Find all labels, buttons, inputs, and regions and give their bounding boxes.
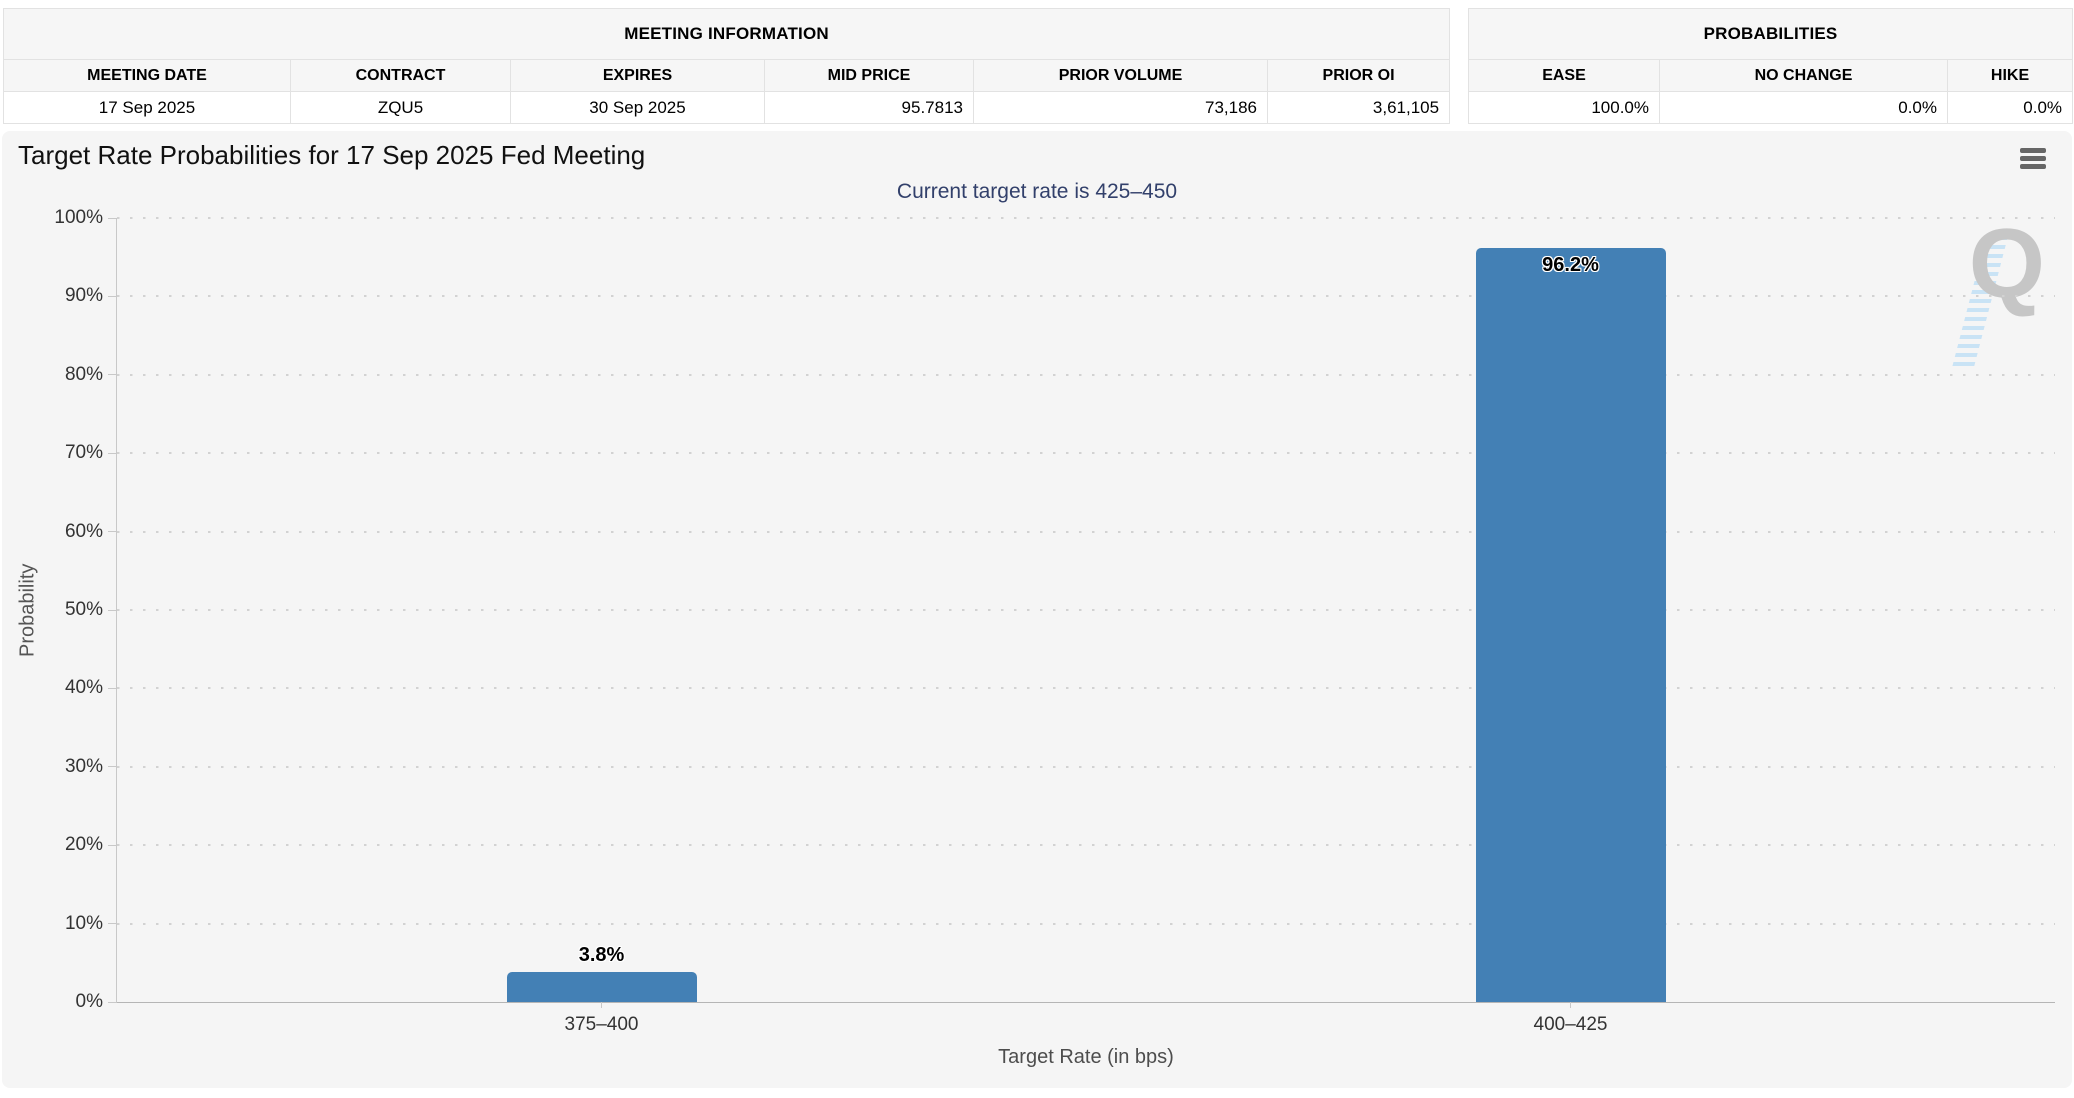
col-mid-price: MID PRICE: [764, 59, 974, 92]
col-hike: HIKE: [1946, 59, 2074, 92]
hamburger-bar: [2020, 164, 2046, 169]
chart-title: Target Rate Probabilities for 17 Sep 202…: [18, 140, 646, 170]
probabilities-data-row: 100.0% 0.0% 0.0%: [1468, 91, 2074, 124]
y-axis-tick: [108, 609, 117, 611]
gridline: [117, 844, 2055, 847]
bar-data-label: 3.8%: [578, 944, 625, 967]
y-axis-label: 0%: [75, 991, 103, 1012]
y-axis-label: 80%: [64, 363, 103, 385]
plot-area: Probability Target Rate (in bps) Q 0% 10%…: [17, 207, 2055, 1068]
hike-value: 0.0%: [1946, 91, 2074, 124]
y-axis-label: 20%: [64, 834, 103, 856]
y-axis-label: 40%: [64, 677, 103, 699]
chart-subtitle: Current target rate is 425–450: [896, 180, 1178, 203]
no-change-value: 0.0%: [1659, 91, 1948, 124]
bar-375–400[interactable]: 3.8%: [506, 944, 697, 1002]
y-axis-label: 70%: [64, 442, 103, 464]
col-meeting-date: MEETING DATE: [3, 59, 291, 92]
y-axis-tick: [108, 531, 117, 533]
bar-data-label: 96.2%: [1542, 253, 1599, 276]
x-axis-tick: [1570, 1002, 1571, 1008]
hamburger-bar: [2020, 148, 2046, 153]
meeting-table-header-row: MEETING DATE CONTRACT EXPIRES MID PRICE …: [3, 59, 1451, 92]
y-axis-tick: [108, 217, 117, 219]
bar-400–425[interactable]: 96.2%: [1475, 247, 1666, 1002]
gridline: [117, 452, 2055, 455]
y-axis-tick: [108, 687, 117, 689]
x-axis-label: 375–400: [564, 1014, 639, 1035]
y-axis-label: 50%: [64, 599, 103, 620]
y-axis-tick: [108, 452, 117, 454]
hamburger-bar: [2020, 156, 2046, 161]
meeting-information-table: MEETING INFORMATION MEETING DATE CONTRAC…: [2, 8, 1451, 124]
mid-price-value: 95.7813: [764, 91, 974, 124]
col-prior-volume: PRIOR VOLUME: [973, 59, 1268, 92]
prior-volume-value: 73,186: [973, 91, 1268, 124]
y-axis-tick: [108, 1001, 117, 1003]
probabilities-table: PROBABILITIES EASE NO CHANGE HIKE 100.0%…: [1467, 8, 2074, 124]
col-ease: EASE: [1468, 59, 1660, 92]
y-axis-title: Probability: [16, 563, 39, 657]
contract-value: ZQU5: [290, 91, 511, 124]
meeting-table-caption: MEETING INFORMATION: [2, 8, 1451, 60]
watermark-logo: Q: [1939, 214, 2051, 376]
ease-value: 100.0%: [1468, 91, 1660, 124]
col-no-change: NO CHANGE: [1659, 59, 1948, 92]
y-axis-tick: [108, 374, 117, 376]
hamburger-menu-icon[interactable]: [2020, 148, 2048, 170]
gridline: [117, 530, 2055, 533]
x-axis-tick: [601, 1002, 602, 1008]
y-axis-label: 10%: [64, 912, 103, 934]
gridline: [117, 765, 2055, 768]
probabilities-table-caption: PROBABILITIES: [1467, 8, 2074, 60]
meeting-table-data-row: 17 Sep 2025 ZQU5 30 Sep 2025 95.7813 73,…: [3, 91, 1451, 124]
y-axis-label: 30%: [64, 755, 103, 777]
gridline: [117, 922, 2055, 925]
y-axis-tick: [108, 923, 117, 925]
probabilities-header-row: EASE NO CHANGE HIKE: [1468, 59, 2074, 92]
x-axis-title: Target Rate (in bps): [998, 1046, 1174, 1068]
gridline: [117, 217, 2055, 219]
x-axis-label: 400–425: [1533, 1014, 1608, 1035]
y-axis-label: 100%: [54, 207, 103, 228]
col-expires: EXPIRES: [510, 59, 765, 92]
prior-oi-value: 3,61,105: [1266, 91, 1451, 124]
y-axis-label: 90%: [64, 285, 103, 307]
meeting-date-value: 17 Sep 2025: [3, 91, 291, 124]
expires-value: 30 Sep 2025: [510, 91, 765, 124]
gridline: [117, 609, 2055, 611]
gridline: [117, 687, 2055, 690]
gridline: [117, 373, 2055, 376]
target-rate-probability-chart: Target Rate Probabilities for 17 Sep 202…: [2, 131, 2072, 1088]
col-prior-oi: PRIOR OI: [1266, 59, 1451, 92]
y-axis-label: 60%: [64, 520, 103, 542]
y-axis-tick: [108, 844, 117, 846]
gridline: [117, 295, 2055, 298]
watermark-stripes-icon: [1951, 236, 2009, 368]
col-contract: CONTRACT: [290, 59, 511, 92]
y-axis-tick: [108, 295, 117, 297]
y-axis-tick: [108, 766, 117, 768]
